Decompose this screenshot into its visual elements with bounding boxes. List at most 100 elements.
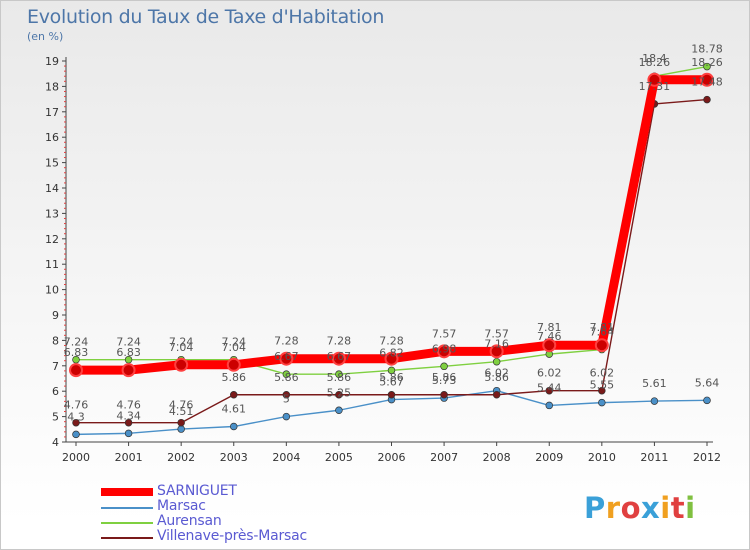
data-point: [230, 391, 238, 399]
data-label: 7.04: [169, 341, 194, 354]
data-point: [121, 363, 136, 378]
chart-title: Evolution du Taux de Taxe d'Habitation: [27, 6, 385, 28]
data-label: 5.86: [274, 371, 299, 384]
data-point: [279, 351, 294, 366]
data-label: 7.81: [537, 321, 562, 334]
data-label: 7.24: [116, 336, 141, 349]
data-label: 18.78: [691, 43, 723, 56]
data-label: 5.86: [379, 371, 404, 384]
data-label: 7.24: [222, 336, 247, 349]
x-tick-label: 2000: [62, 451, 90, 464]
data-point: [335, 370, 343, 378]
y-tick-label: 19: [45, 55, 59, 68]
y-tick-label: 13: [45, 207, 59, 220]
data-label: 5.44: [537, 381, 562, 394]
data-point: [387, 391, 396, 399]
x-tick-label: 2009: [535, 451, 563, 464]
logo-letter: t: [670, 491, 686, 525]
data-point: [335, 391, 343, 399]
legend-swatch: [101, 507, 153, 509]
data-point: [700, 72, 714, 87]
data-label: 6.83: [64, 346, 89, 359]
logo-letter: P: [584, 491, 606, 525]
data-point: [440, 362, 448, 371]
y-tick-label: 6: [52, 385, 59, 398]
data-point: [703, 396, 711, 405]
data-label: 5.55: [590, 379, 615, 392]
x-tick-label: 2011: [640, 451, 668, 464]
data-label: 4.51: [169, 405, 194, 418]
x-tick-label: 2010: [588, 451, 616, 464]
x-tick-label: 2004: [272, 451, 300, 464]
data-point: [384, 351, 399, 366]
legend-label: Aurensan: [157, 513, 222, 529]
data-point: [703, 95, 711, 104]
data-label: 5: [283, 393, 290, 406]
data-label: 6.98: [432, 342, 457, 355]
data-label: 7.46: [537, 330, 562, 343]
legend-swatch: [101, 522, 153, 524]
data-label: 5.67: [379, 376, 404, 389]
data-label: 7.28: [327, 335, 352, 348]
data-point: [489, 344, 504, 359]
data-point: [226, 357, 241, 372]
data-point: [647, 72, 662, 87]
data-point: [69, 363, 83, 378]
data-label: 4.76: [64, 399, 89, 412]
data-point: [545, 386, 553, 395]
proxiti-logo: Proxiti: [584, 491, 696, 525]
data-label: 7.64: [590, 326, 615, 339]
y-tick-label: 17: [45, 106, 59, 119]
data-point: [124, 429, 133, 438]
data-label: 6.83: [116, 346, 141, 359]
x-tick-label: 2007: [430, 451, 458, 464]
y-tick-label: 14: [45, 182, 59, 195]
x-tick-label: 2001: [115, 451, 143, 464]
data-label: 5.61: [642, 377, 667, 390]
data-label: 7.57: [484, 327, 509, 340]
y-tick-label: 12: [45, 233, 59, 246]
data-label: 6.82: [379, 346, 404, 359]
data-label: 5.25: [327, 386, 352, 399]
data-point: [177, 425, 185, 433]
data-point: [72, 355, 80, 364]
data-label: 5.73: [432, 374, 457, 387]
data-label: 18.4: [642, 52, 667, 65]
data-point: [124, 355, 133, 364]
data-point: [598, 386, 606, 395]
y-tick-label: 8: [52, 334, 59, 347]
y-tick-label: 5: [52, 411, 59, 424]
x-tick-label: 2012: [693, 451, 721, 464]
logo-letter: i: [660, 491, 671, 525]
chart-subtitle: (en %): [27, 30, 64, 43]
data-point: [72, 430, 80, 439]
data-point: [124, 418, 133, 427]
data-label: 6.67: [327, 350, 352, 363]
data-point: [492, 357, 501, 366]
legend-swatch: [101, 488, 153, 496]
data-point: [703, 62, 711, 71]
data-point: [335, 406, 343, 415]
data-label: 7.24: [64, 336, 89, 349]
y-tick-label: 7: [52, 360, 59, 373]
y-tick-label: 16: [45, 131, 59, 144]
data-label: 5.64: [695, 376, 720, 389]
data-label: 18.26: [639, 56, 671, 69]
data-label: 5.86: [432, 371, 457, 384]
data-label: 17.48: [691, 76, 723, 89]
data-point: [594, 338, 609, 353]
data-label: 6.02: [537, 367, 562, 380]
legend-label: Marsac: [157, 498, 206, 514]
data-point: [598, 398, 606, 407]
data-point: [650, 397, 659, 405]
data-point: [331, 351, 346, 366]
x-tick-label: 2008: [483, 451, 511, 464]
data-label: 5.86: [484, 371, 509, 384]
logo-letter: r: [605, 491, 621, 525]
data-label: 6.02: [484, 367, 509, 380]
data-point: [72, 418, 80, 427]
y-tick-label: 11: [45, 258, 59, 271]
legend-label: SARNIGUET: [157, 483, 237, 499]
data-label: 7.81: [590, 321, 615, 334]
